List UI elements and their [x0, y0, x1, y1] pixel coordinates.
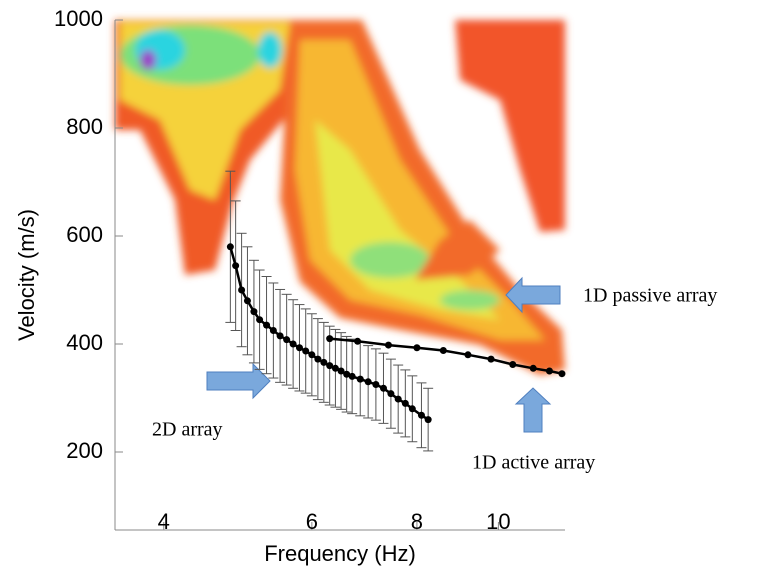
point — [464, 351, 472, 359]
arrows — [206, 276, 561, 433]
x-axis-title: Frequency (Hz) — [264, 541, 416, 566]
point — [263, 321, 271, 329]
point — [348, 372, 356, 380]
y-tick-label: 200 — [66, 438, 103, 463]
point — [308, 351, 316, 359]
point — [232, 262, 240, 270]
y-tick-label: 400 — [66, 330, 103, 355]
point — [509, 361, 517, 369]
point — [289, 340, 297, 348]
point — [401, 399, 409, 407]
x-tick-label: 8 — [411, 509, 423, 534]
point — [364, 378, 372, 386]
point — [413, 344, 421, 352]
y-tick-label: 800 — [66, 114, 103, 139]
point — [326, 335, 334, 343]
point — [295, 344, 303, 352]
point — [320, 358, 328, 366]
y-axis-title: Velocity (m/s) — [14, 209, 39, 341]
dispersion-image — [115, 20, 565, 375]
point — [314, 355, 322, 363]
point — [331, 364, 339, 372]
point — [387, 390, 395, 398]
annotation: 1D active array — [472, 452, 595, 474]
point — [343, 370, 351, 378]
point — [243, 297, 251, 305]
point — [276, 332, 284, 340]
point — [379, 384, 387, 392]
point — [384, 341, 392, 349]
point — [394, 395, 402, 403]
point — [226, 243, 234, 251]
point — [238, 286, 246, 294]
x-tick-label: 6 — [306, 509, 318, 534]
point — [337, 367, 345, 375]
point — [487, 355, 495, 363]
x-tick-label: 10 — [486, 509, 510, 534]
point — [424, 416, 432, 424]
annotation: 1D passive array — [583, 285, 717, 307]
point — [408, 405, 416, 413]
point — [269, 327, 277, 334]
point — [256, 316, 264, 324]
point — [417, 411, 425, 419]
point — [326, 362, 334, 370]
point — [439, 346, 447, 354]
annotation: 2D array — [152, 419, 223, 441]
point — [356, 375, 364, 383]
point — [283, 336, 291, 344]
point — [529, 364, 537, 372]
point — [545, 367, 553, 375]
point — [558, 370, 566, 378]
point — [372, 381, 380, 388]
y-tick-label: 1000 — [54, 6, 103, 31]
x-tick-label: 4 — [158, 509, 170, 534]
y-tick-label: 600 — [66, 222, 103, 247]
point — [250, 308, 258, 316]
point — [354, 337, 362, 345]
point — [302, 347, 310, 355]
